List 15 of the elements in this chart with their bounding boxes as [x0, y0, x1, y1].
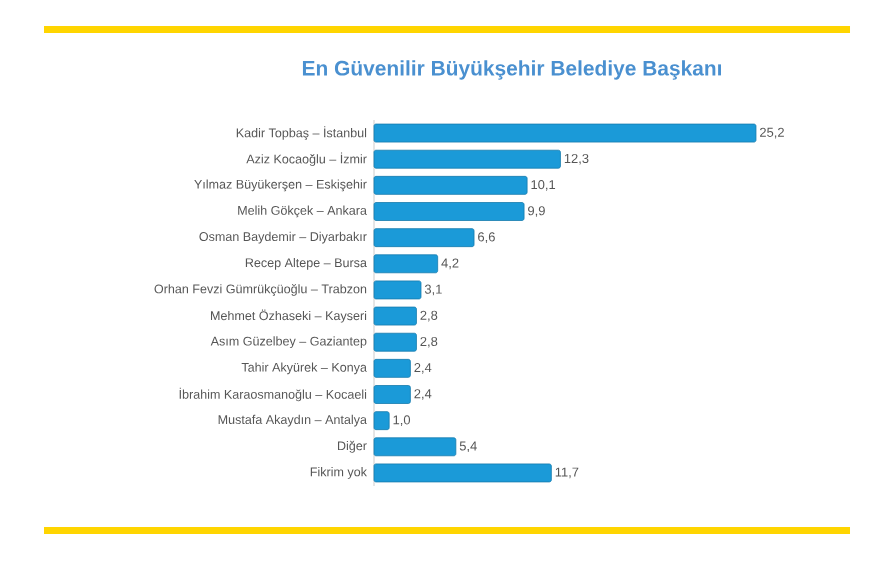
bar: [373, 306, 417, 326]
bar: [373, 202, 525, 221]
bar: [373, 280, 422, 300]
bar: [373, 123, 757, 143]
bar: [373, 463, 552, 483]
bar: [373, 332, 417, 352]
bar: [373, 358, 411, 378]
bar: [373, 411, 390, 431]
bar: [373, 437, 457, 457]
bar: [373, 149, 561, 169]
chart-title: En Güvenilir Büyükşehir Belediye Başkanı: [302, 60, 721, 80]
bar: [373, 175, 528, 195]
bar: [373, 228, 475, 248]
bar: [373, 254, 439, 274]
bar: [373, 385, 411, 404]
